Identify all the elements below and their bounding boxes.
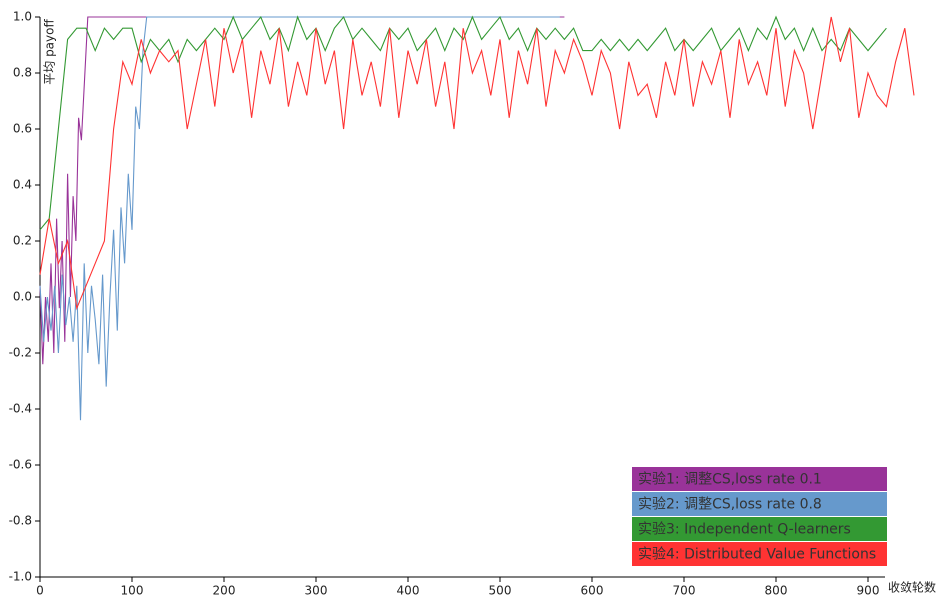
legend-label: 实验3: Independent Q-learners [638,522,851,538]
y-tick-label: -0.8 [9,514,32,528]
x-tick-label: 600 [581,584,604,596]
series-line [39,15,887,231]
x-tick-label: 0 [36,584,44,596]
x-tick-label: 500 [489,584,512,596]
y-tick-label: -0.4 [9,402,32,416]
legend-label: 实验2: 调整CS,loss rate 0.8 [638,497,822,513]
y-tick-label: -0.2 [9,346,32,360]
y-axis-label: 平均 payoff [43,19,57,85]
y-tick-label: 1.0 [13,10,32,24]
series-line [39,16,560,421]
y-tick-label: 0.0 [13,290,32,304]
legend-label: 实验1: 调整CS,loss rate 0.1 [638,472,822,488]
series-line [39,16,915,311]
x-tick-label: 400 [397,584,420,596]
y-tick-label: 0.4 [13,178,32,192]
legend-swatch [632,542,887,566]
x-axis-label: 收敛轮数 [888,580,936,595]
x-tick-label: 900 [857,584,880,596]
x-tick-label: 800 [765,584,788,596]
x-tick-label: 700 [673,584,696,596]
y-tick-label: 0.8 [13,66,32,80]
x-tick-label: 200 [213,584,236,596]
x-tick-label: 100 [121,584,144,596]
y-tick-label: -1.0 [9,570,32,584]
y-tick-label: -0.6 [9,458,32,472]
legend-label: 实验4: Distributed Value Functions [638,547,876,563]
legend-swatch [632,517,887,541]
x-tick-label: 300 [305,584,328,596]
legend-swatch [632,467,887,491]
legend-swatch [632,492,887,516]
y-tick-label: 0.2 [13,234,32,248]
y-tick-label: 0.6 [13,122,32,136]
